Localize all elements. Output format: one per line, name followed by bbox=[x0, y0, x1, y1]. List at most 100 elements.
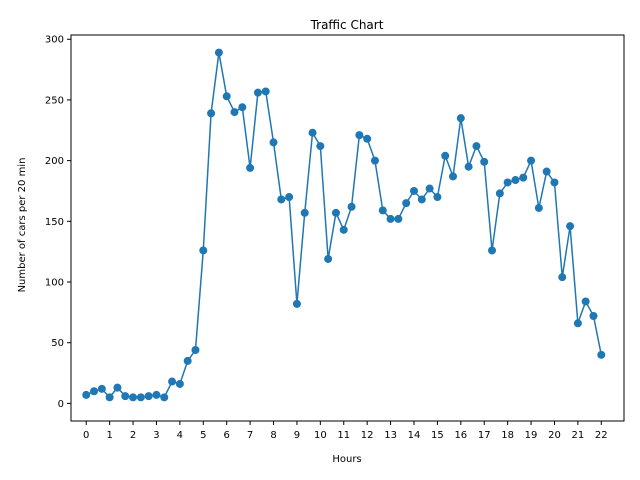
y-axis: 0 50 100 150 200 250 300 bbox=[45, 35, 71, 410]
data-point bbox=[464, 162, 473, 171]
data-point bbox=[503, 178, 512, 187]
data-point bbox=[253, 88, 262, 97]
data-point bbox=[160, 393, 169, 402]
data-point bbox=[121, 392, 130, 401]
data-point bbox=[456, 114, 465, 123]
x-tick-label: 14 bbox=[408, 430, 421, 441]
x-tick-label: 3 bbox=[153, 430, 159, 441]
plot-frame bbox=[70, 34, 625, 422]
data-point bbox=[589, 312, 598, 320]
y-tick-label: 50 bbox=[51, 338, 64, 349]
data-point bbox=[550, 178, 559, 187]
x-tick-label: 17 bbox=[478, 430, 491, 441]
data-point bbox=[246, 163, 255, 172]
data-point bbox=[394, 214, 403, 223]
data-point bbox=[581, 297, 590, 306]
data-point bbox=[90, 387, 99, 396]
data-point bbox=[378, 206, 387, 215]
data-point bbox=[238, 103, 247, 112]
x-tick-label: 15 bbox=[431, 430, 444, 441]
data-point bbox=[105, 393, 114, 402]
y-tick-label: 250 bbox=[45, 95, 64, 106]
data-point bbox=[113, 383, 122, 392]
x-tick-label: 7 bbox=[247, 430, 253, 441]
x-tick-label: 19 bbox=[525, 430, 538, 441]
data-point bbox=[449, 172, 458, 181]
data-point bbox=[199, 246, 208, 255]
x-tick-label: 16 bbox=[454, 430, 467, 441]
data-point bbox=[519, 173, 528, 182]
y-tick-label: 300 bbox=[45, 35, 64, 46]
x-tick-label: 21 bbox=[572, 430, 585, 441]
data-point bbox=[417, 195, 426, 204]
x-tick-label: 18 bbox=[501, 430, 514, 441]
y-axis-label: Number of cars per 20 min bbox=[17, 158, 28, 293]
x-tick-label: 13 bbox=[384, 430, 397, 441]
y-tick-label: 0 bbox=[58, 399, 64, 410]
series-line-path bbox=[85, 52, 603, 399]
data-point bbox=[425, 184, 434, 193]
data-point bbox=[292, 299, 301, 308]
x-tick-label: 2 bbox=[130, 430, 136, 441]
data-point bbox=[386, 214, 395, 223]
y-tick-label: 150 bbox=[45, 217, 64, 228]
data-point bbox=[597, 350, 606, 359]
data-point bbox=[308, 128, 317, 137]
data-point bbox=[527, 156, 536, 165]
data-point bbox=[136, 393, 145, 402]
data-point bbox=[370, 156, 379, 165]
data-point bbox=[183, 356, 192, 365]
x-tick-label: 20 bbox=[548, 430, 561, 441]
data-point bbox=[129, 393, 138, 402]
data-point bbox=[175, 379, 184, 388]
data-point bbox=[573, 319, 582, 328]
y-tick-label: 200 bbox=[45, 156, 64, 167]
data-point bbox=[316, 142, 325, 151]
data-point bbox=[363, 134, 372, 143]
data-point bbox=[402, 199, 411, 208]
y-tick-label: 100 bbox=[45, 278, 64, 289]
data-point bbox=[324, 254, 333, 263]
x-axis-label: Hours bbox=[332, 454, 361, 465]
data-point bbox=[191, 345, 200, 354]
x-tick-label: 22 bbox=[595, 430, 608, 441]
series-line bbox=[85, 52, 603, 399]
data-point bbox=[300, 208, 309, 217]
data-point bbox=[168, 377, 177, 386]
data-point bbox=[277, 195, 286, 204]
data-point bbox=[347, 202, 356, 211]
x-tick-label: 6 bbox=[224, 430, 230, 441]
x-tick-label: 0 bbox=[83, 430, 89, 441]
chart-title: Traffic Chart bbox=[310, 18, 384, 32]
x-tick-label: 10 bbox=[314, 430, 327, 441]
data-point bbox=[542, 167, 551, 176]
data-point bbox=[534, 203, 543, 212]
data-point bbox=[339, 225, 348, 234]
x-axis: 0 1 2 3 4 5 6 7 8 9 10 11 12 13 14 15 16 17 18 19 20 21 22 bbox=[83, 421, 608, 441]
data-point bbox=[331, 208, 340, 217]
data-point bbox=[409, 186, 418, 195]
data-point bbox=[488, 246, 497, 255]
data-point bbox=[222, 92, 231, 101]
data-point bbox=[472, 142, 481, 151]
x-tick-label: 5 bbox=[200, 430, 206, 441]
data-point bbox=[261, 87, 270, 96]
data-point bbox=[97, 384, 106, 393]
data-point bbox=[566, 222, 575, 231]
x-tick-label: 9 bbox=[294, 430, 300, 441]
data-point bbox=[144, 392, 153, 401]
data-point bbox=[214, 48, 223, 57]
data-point bbox=[285, 193, 294, 202]
x-tick-label: 8 bbox=[270, 430, 276, 441]
data-point bbox=[558, 273, 567, 282]
data-point bbox=[355, 131, 364, 140]
data-point bbox=[433, 193, 442, 202]
x-tick-label: 4 bbox=[177, 430, 183, 441]
data-point bbox=[207, 109, 216, 118]
data-point bbox=[230, 108, 239, 117]
data-point bbox=[511, 176, 520, 185]
data-point bbox=[269, 138, 278, 147]
x-tick-label: 12 bbox=[361, 430, 374, 441]
data-point bbox=[82, 390, 91, 399]
